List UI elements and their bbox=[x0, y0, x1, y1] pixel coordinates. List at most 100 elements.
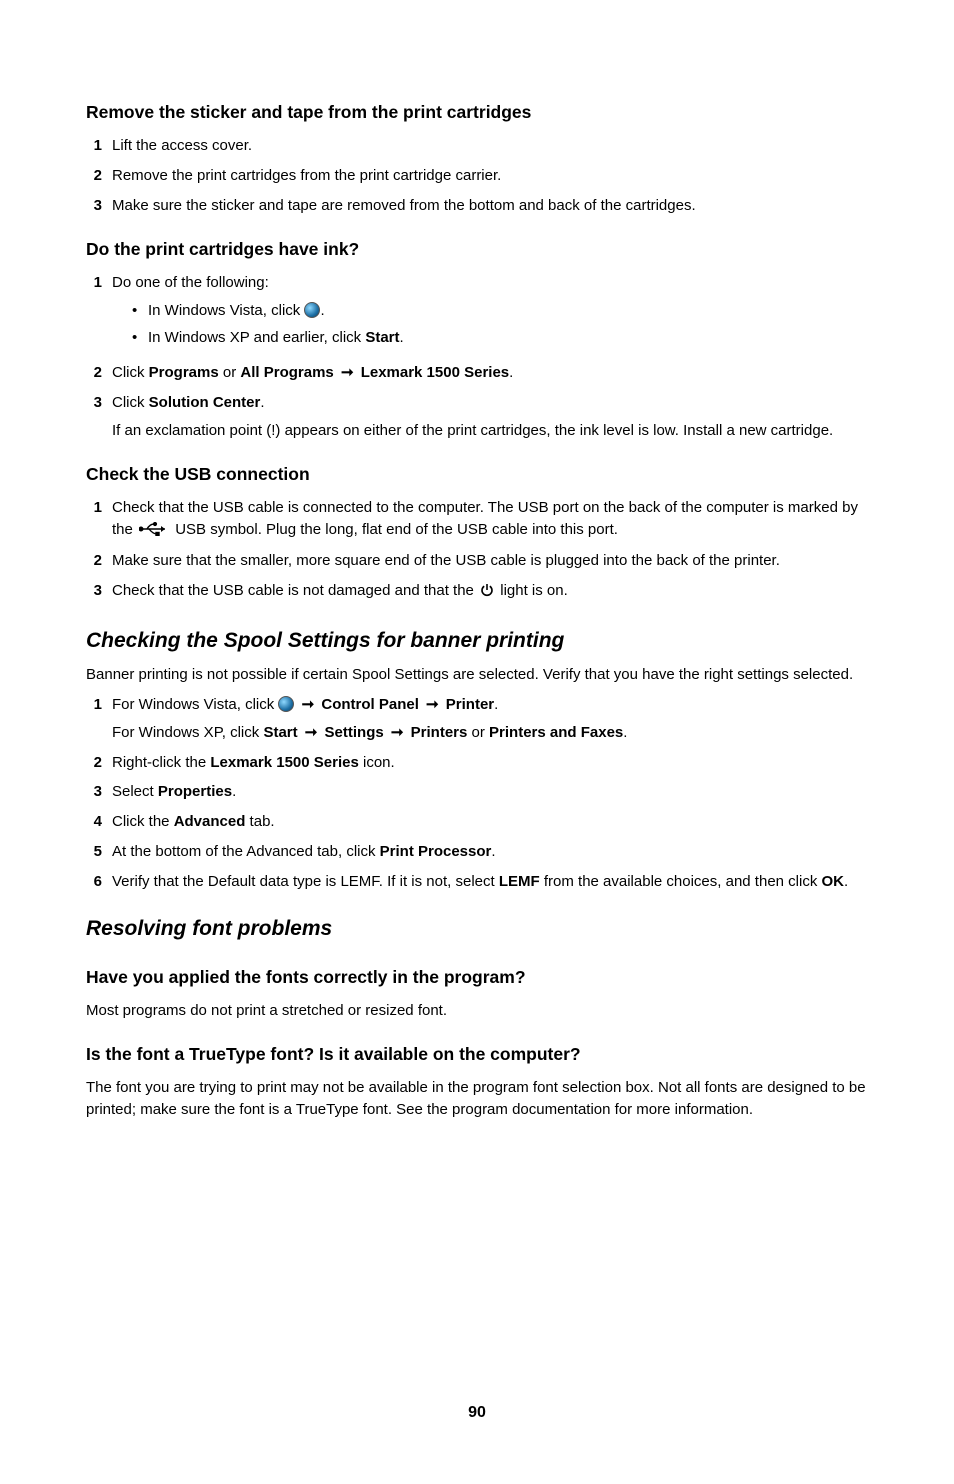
windows-start-orb-icon bbox=[278, 696, 294, 712]
bold-text: Properties bbox=[158, 783, 232, 800]
bold-text: Printers and Faxes bbox=[489, 724, 623, 741]
step-number: 2 bbox=[86, 550, 112, 572]
bold-text: Start bbox=[263, 724, 297, 741]
step-text: Click the Advanced tab. bbox=[112, 811, 868, 833]
bold-text: All Programs bbox=[240, 364, 333, 381]
step-text: Do one of the following: In Windows Vist… bbox=[112, 272, 868, 354]
text: or bbox=[467, 724, 489, 741]
text: light is on. bbox=[496, 582, 568, 599]
heading-font-problems: Resolving font problems bbox=[86, 914, 868, 944]
sub-text: For Windows XP, click Start ➞ Settings ➞… bbox=[112, 722, 868, 744]
bold-text: Solution Center bbox=[149, 394, 261, 411]
text: Right-click the bbox=[112, 754, 210, 771]
windows-start-orb-icon bbox=[304, 302, 320, 318]
arrow-icon: ➞ bbox=[302, 694, 315, 716]
step-text: Lift the access cover. bbox=[112, 135, 868, 157]
text: . bbox=[623, 724, 627, 741]
step-number: 3 bbox=[86, 580, 112, 604]
heading-fonts-applied: Have you applied the fonts correctly in … bbox=[86, 965, 868, 990]
step-number: 6 bbox=[86, 871, 112, 893]
text: Click bbox=[112, 364, 149, 381]
text: icon. bbox=[359, 754, 395, 771]
step-number: 3 bbox=[86, 392, 112, 442]
bold-text: Advanced bbox=[174, 813, 246, 830]
heading-remove-sticker: Remove the sticker and tape from the pri… bbox=[86, 100, 868, 125]
step-number: 1 bbox=[86, 497, 112, 543]
step-number: 2 bbox=[86, 362, 112, 384]
step-text: Make sure the sticker and tape are remov… bbox=[112, 195, 868, 217]
step-text: Make sure that the smaller, more square … bbox=[112, 550, 868, 572]
text: Click bbox=[112, 394, 149, 411]
bold-text: Settings bbox=[325, 724, 384, 741]
step-text: Right-click the Lexmark 1500 Series icon… bbox=[112, 752, 868, 774]
text: Verify that the Default data type is LEM… bbox=[112, 873, 499, 890]
bullet-item: In Windows Vista, click . bbox=[132, 300, 868, 322]
step-text: Verify that the Default data type is LEM… bbox=[112, 871, 868, 893]
step-text: Click Solution Center. If an exclamation… bbox=[112, 392, 868, 442]
bold-text: Lexmark 1500 Series bbox=[210, 754, 358, 771]
bullet-list: In Windows Vista, click . In Windows XP … bbox=[112, 300, 868, 349]
steps-usb: 1 Check that the USB cable is connected … bbox=[86, 497, 868, 604]
text: . bbox=[844, 873, 848, 890]
heading-cartridges-ink: Do the print cartridges have ink? bbox=[86, 237, 868, 262]
text: Do one of the following: bbox=[112, 274, 269, 291]
step-number: 4 bbox=[86, 811, 112, 833]
step-text: At the bottom of the Advanced tab, click… bbox=[112, 841, 868, 863]
heading-spool-settings: Checking the Spool Settings for banner p… bbox=[86, 626, 868, 656]
text: For Windows XP, click bbox=[112, 724, 263, 741]
step-number: 1 bbox=[86, 694, 112, 744]
bold-text: Lexmark 1500 Series bbox=[361, 364, 509, 381]
text: USB symbol. Plug the long, flat end of t… bbox=[171, 521, 618, 538]
arrow-icon: ➞ bbox=[391, 722, 404, 744]
text: In Windows Vista, click bbox=[148, 302, 304, 319]
text: . bbox=[491, 843, 495, 860]
steps-remove-sticker: 1Lift the access cover. 2Remove the prin… bbox=[86, 135, 868, 216]
text: tab. bbox=[245, 813, 274, 830]
step-number: 2 bbox=[86, 165, 112, 187]
step-number: 3 bbox=[86, 195, 112, 217]
note-text: If an exclamation point (!) appears on e… bbox=[112, 420, 868, 442]
step-number: 3 bbox=[86, 781, 112, 803]
bold-text: Printers bbox=[411, 724, 468, 741]
text: Check that the USB cable is not damaged … bbox=[112, 582, 478, 599]
bold-text: LEMF bbox=[499, 873, 540, 890]
step-number: 2 bbox=[86, 752, 112, 774]
bold-text: OK bbox=[822, 873, 845, 890]
heading-truetype: Is the font a TrueType font? Is it avail… bbox=[86, 1042, 868, 1067]
text: . bbox=[494, 696, 498, 713]
bold-text: Printer bbox=[446, 696, 494, 713]
step-text: Remove the print cartridges from the pri… bbox=[112, 165, 868, 187]
text: For Windows Vista, click bbox=[112, 696, 278, 713]
text: . bbox=[320, 302, 324, 319]
step-number: 5 bbox=[86, 841, 112, 863]
text: . bbox=[232, 783, 236, 800]
body-text: Most programs do not print a stretched o… bbox=[86, 1000, 868, 1022]
page-number: 90 bbox=[86, 1401, 868, 1424]
steps-cartridges-ink: 1 Do one of the following: In Windows Vi… bbox=[86, 272, 868, 442]
step-text: For Windows Vista, click ➞ Control Panel… bbox=[112, 694, 868, 744]
text: Click the bbox=[112, 813, 174, 830]
step-text: Click Programs or All Programs ➞ Lexmark… bbox=[112, 362, 868, 384]
text: Select bbox=[112, 783, 158, 800]
text: from the available choices, and then cli… bbox=[540, 873, 822, 890]
step-text: Select Properties. bbox=[112, 781, 868, 803]
bold-text: Start bbox=[365, 329, 399, 346]
body-text: The font you are trying to print may not… bbox=[86, 1077, 868, 1121]
step-number: 1 bbox=[86, 135, 112, 157]
power-icon bbox=[480, 582, 494, 604]
text: . bbox=[260, 394, 264, 411]
bold-text: Print Processor bbox=[380, 843, 492, 860]
bullet-item: In Windows XP and earlier, click Start. bbox=[132, 327, 868, 349]
intro-text: Banner printing is not possible if certa… bbox=[86, 664, 868, 686]
text: or bbox=[219, 364, 241, 381]
step-text: Check that the USB cable is not damaged … bbox=[112, 580, 868, 604]
arrow-icon: ➞ bbox=[341, 362, 354, 384]
text: . bbox=[509, 364, 513, 381]
usb-icon bbox=[139, 521, 169, 543]
text: In Windows XP and earlier, click bbox=[148, 329, 365, 346]
step-number: 1 bbox=[86, 272, 112, 354]
steps-spool: 1 For Windows Vista, click ➞ Control Pan… bbox=[86, 694, 868, 892]
text: . bbox=[400, 329, 404, 346]
heading-usb-connection: Check the USB connection bbox=[86, 462, 868, 487]
arrow-icon: ➞ bbox=[305, 722, 318, 744]
